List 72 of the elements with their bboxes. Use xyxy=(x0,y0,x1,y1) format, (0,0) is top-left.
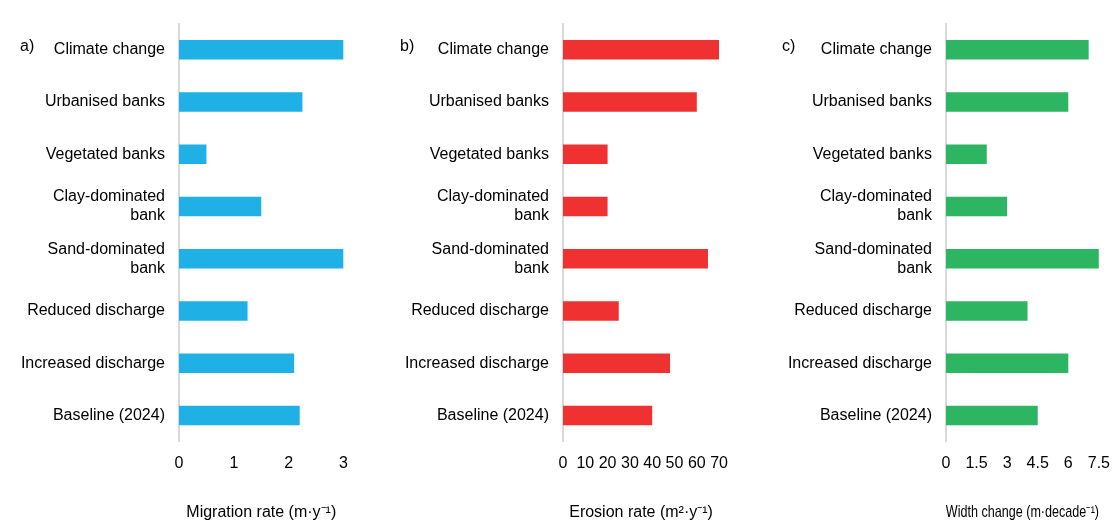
bar xyxy=(563,249,708,269)
x-tick-label: 20 xyxy=(598,453,617,471)
bar xyxy=(179,40,344,60)
y-tick-label: Vegetated banks xyxy=(429,144,549,162)
y-tick-label: Baseline (2024) xyxy=(436,405,549,423)
x-tick-label: 10 xyxy=(576,453,595,471)
x-tick-label: 3 xyxy=(339,453,349,471)
text: c) xyxy=(782,37,796,55)
y-tick-label: Reduced discharge xyxy=(794,301,933,319)
bar xyxy=(946,301,1028,321)
bar xyxy=(563,92,697,112)
x-tick-label: 2 xyxy=(284,453,294,471)
y-tick-label: Reduced discharge xyxy=(411,301,550,319)
y-tick-label: Baseline (2024) xyxy=(52,405,165,423)
bar xyxy=(179,144,207,164)
bar xyxy=(946,353,1069,373)
bar xyxy=(946,92,1069,112)
y-tick-label: Sand-dominated bank xyxy=(47,239,166,276)
text: b) xyxy=(400,37,415,55)
x-tick-label: 70 xyxy=(710,453,729,471)
y-tick-label: Urbanised banks xyxy=(428,92,549,110)
bar xyxy=(946,40,1089,60)
bar xyxy=(563,301,619,321)
x-tick-label: 40 xyxy=(643,453,662,471)
y-tick-label: Clay-dominated bank xyxy=(436,187,550,224)
bar xyxy=(563,144,608,164)
y-tick-label: Urbanised banks xyxy=(44,92,165,110)
x-axis-title: Migration rate (m·y⁻¹) xyxy=(186,502,337,520)
x-tick-label: 7.5 xyxy=(1087,453,1111,471)
x-axis-title: Width change (m·decade⁻¹) xyxy=(945,502,1100,521)
x-tick-label: 30 xyxy=(621,453,639,471)
y-tick-label: Baseline (2024) xyxy=(819,405,932,423)
bar xyxy=(179,196,262,217)
x-axis-title: Erosion rate (m²·y⁻¹) xyxy=(569,502,713,520)
x-tick-label: 1.5 xyxy=(965,453,988,471)
x-tick-label: 0 xyxy=(941,453,951,471)
y-tick-label: Sand-dominated bank xyxy=(814,239,933,276)
x-tick-label: 50 xyxy=(665,453,684,471)
y-tick-label: Increased discharge xyxy=(20,353,166,371)
bar xyxy=(179,353,295,373)
y-tick-label: Increased discharge xyxy=(404,353,550,371)
bar xyxy=(946,405,1038,426)
bar xyxy=(946,144,987,164)
y-tick-label: Sand-dominated bank xyxy=(431,239,550,276)
x-tick-label: 0 xyxy=(174,453,184,471)
y-tick-label: Climate change xyxy=(820,40,933,58)
y-tick-label: Vegetated banks xyxy=(812,144,932,162)
y-tick-label: Clay-dominated bank xyxy=(52,187,166,224)
bar xyxy=(179,405,300,426)
bar xyxy=(563,353,671,373)
y-tick-label: Vegetated banks xyxy=(45,144,165,162)
y-tick-label: Climate change xyxy=(53,40,166,58)
bar xyxy=(563,196,608,217)
bar xyxy=(179,92,303,112)
y-tick-label: Climate change xyxy=(437,40,550,58)
bar xyxy=(946,249,1099,269)
y-tick-label: Reduced discharge xyxy=(27,301,166,319)
y-tick-label: Clay-dominated bank xyxy=(819,187,933,224)
y-tick-label: Urbanised banks xyxy=(811,92,932,110)
x-tick-label: 1 xyxy=(229,453,239,471)
bar xyxy=(563,405,653,426)
bar xyxy=(563,40,720,60)
x-tick-label: 0 xyxy=(558,453,568,471)
bar xyxy=(179,301,248,321)
bar xyxy=(946,196,1008,217)
y-tick-label: Increased discharge xyxy=(787,353,933,371)
x-tick-label: 4.5 xyxy=(1026,453,1049,471)
x-tick-label: 3 xyxy=(1002,453,1012,471)
bar xyxy=(179,249,344,269)
text: a) xyxy=(20,37,35,55)
x-tick-label: 60 xyxy=(687,453,706,471)
x-tick-label: 6 xyxy=(1063,453,1073,471)
